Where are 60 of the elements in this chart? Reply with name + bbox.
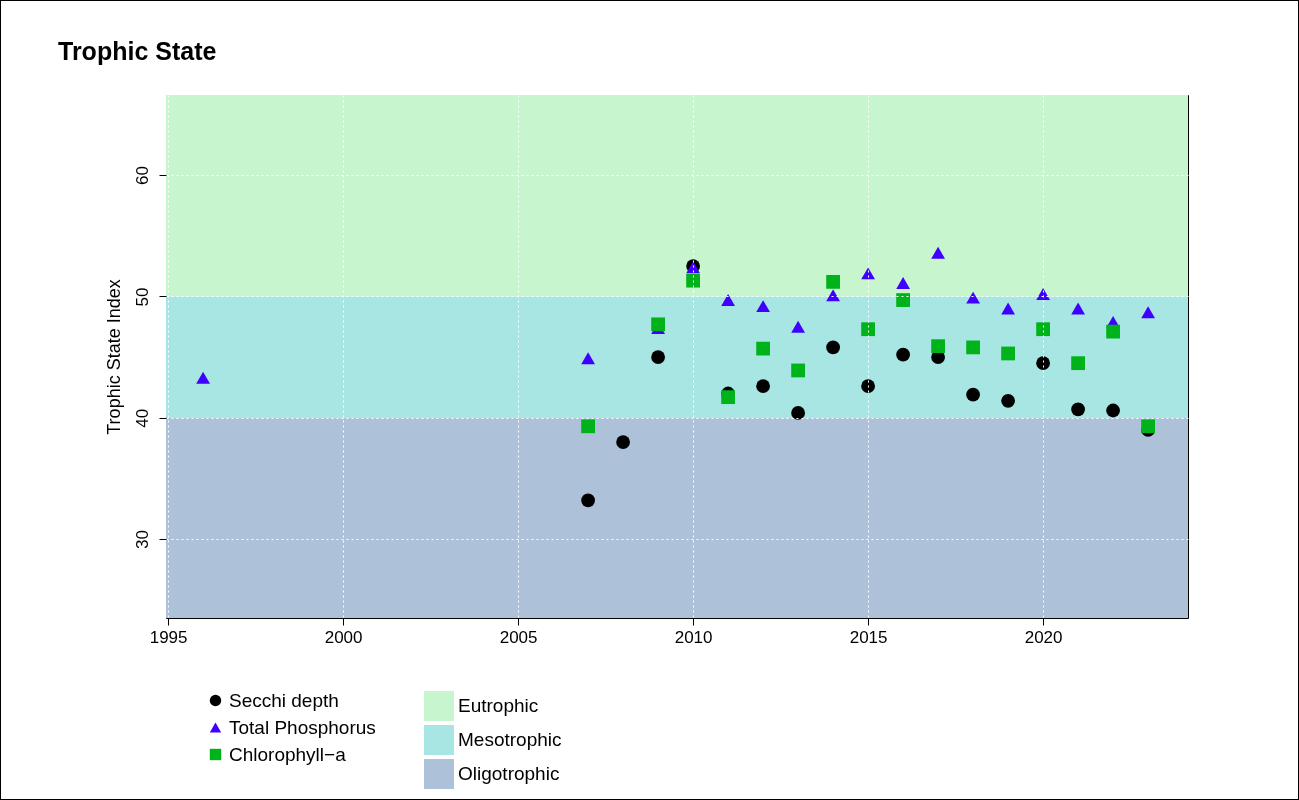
y-tick-label: 50: [132, 287, 152, 307]
point: [966, 291, 980, 304]
point: [1141, 306, 1155, 319]
point: [826, 274, 840, 289]
y-tick-label: 40: [132, 408, 152, 428]
legend-label: Oligotrophic: [458, 763, 560, 784]
x-tick-label: 1995: [149, 627, 188, 647]
point: [861, 379, 875, 394]
point: [1036, 356, 1050, 371]
point: [581, 419, 595, 434]
point: [1036, 288, 1050, 300]
x-tick-label: 2015: [849, 627, 888, 647]
point: [826, 340, 840, 355]
point: [1036, 322, 1050, 337]
y-tick-label: 30: [132, 530, 152, 550]
point: [756, 379, 770, 394]
point: [931, 339, 945, 354]
point: [721, 390, 735, 405]
point: [1106, 403, 1120, 418]
y-tick-label: 60: [132, 166, 152, 186]
point: [1001, 393, 1015, 408]
point: [1001, 302, 1015, 315]
point: [616, 435, 630, 449]
point: [966, 387, 980, 402]
legend-label: Eutrophic: [458, 695, 539, 716]
point: [861, 322, 875, 337]
chart-title: Trophic State: [58, 37, 217, 65]
legend-label: Mesotrophic: [458, 729, 562, 750]
point: [1071, 302, 1085, 315]
point: [581, 352, 595, 365]
point: [196, 371, 210, 384]
point: [756, 341, 770, 356]
x-tick-label: 2000: [324, 627, 363, 647]
point: [896, 277, 910, 290]
x-tick-label: 2020: [1024, 627, 1063, 647]
point: [1071, 402, 1085, 417]
point: [721, 294, 735, 307]
point: [1071, 356, 1085, 371]
point: [1001, 346, 1015, 361]
point: [686, 273, 700, 288]
point: [826, 289, 840, 302]
legend-label: Chlorophyll−a: [229, 743, 347, 765]
legend-label: Secchi depth: [229, 689, 339, 711]
point: [756, 300, 770, 313]
point: [896, 293, 910, 307]
point: [581, 493, 595, 508]
y-axis-title: Trophic State Index: [103, 279, 124, 435]
legend-label: Total Phosphorus: [229, 716, 376, 738]
point: [1141, 419, 1155, 434]
point: [896, 347, 910, 362]
point: [651, 350, 665, 364]
point: [931, 246, 945, 259]
point: [966, 340, 980, 355]
point: [651, 317, 665, 332]
point: [791, 363, 805, 378]
point: [1106, 324, 1120, 339]
point: [791, 406, 805, 420]
x-tick-label: 2005: [499, 627, 538, 647]
point: [791, 320, 805, 333]
x-tick-label: 2010: [674, 627, 713, 647]
